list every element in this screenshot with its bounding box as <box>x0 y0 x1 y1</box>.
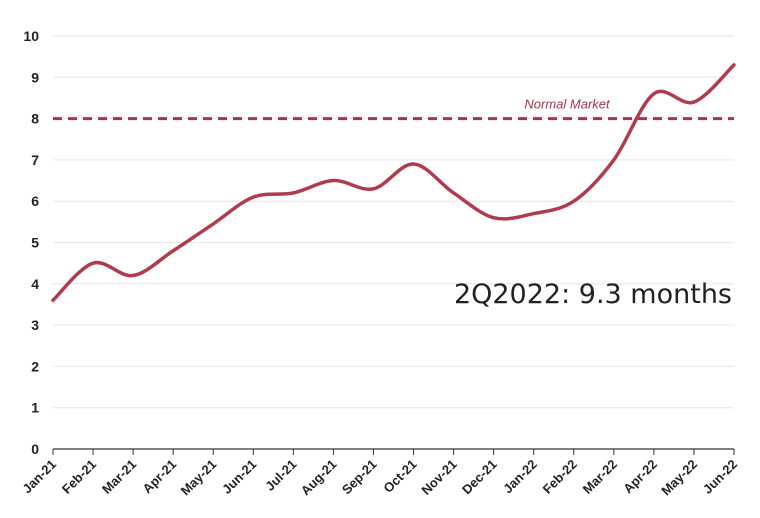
x-tick-label: Dec-21 <box>459 457 500 498</box>
x-tick-label: Nov-21 <box>418 457 459 498</box>
x-tick-label: Apr-21 <box>140 457 180 497</box>
y-tick-label: 5 <box>31 235 39 251</box>
x-tick-label: Feb-22 <box>540 457 580 497</box>
grid-lines <box>53 35 734 409</box>
y-tick-label: 9 <box>31 69 39 85</box>
y-tick-label: 0 <box>31 441 39 457</box>
x-tick-label: Sep-21 <box>339 457 380 498</box>
x-tick-label: May-22 <box>658 457 700 499</box>
y-tick-label: 4 <box>31 276 39 292</box>
x-tick-label: Feb-21 <box>59 457 99 497</box>
x-tick-label: Jan-21 <box>19 457 59 497</box>
x-tick-label: Mar-22 <box>580 457 620 497</box>
x-tick-label: Oct-21 <box>380 457 419 496</box>
y-tick-label: 7 <box>31 152 39 168</box>
headline-annotation: 2Q2022: 9.3 months <box>454 279 732 310</box>
x-tick-label: Jun-22 <box>700 457 740 497</box>
y-axis-ticks: 0 1 2 3 4 5 6 7 8 9 10 <box>23 28 39 457</box>
y-tick-label: 3 <box>31 317 39 333</box>
y-tick-label: 8 <box>31 111 39 127</box>
series-line <box>51 63 736 303</box>
x-tick-label: Apr-22 <box>620 457 660 497</box>
y-tick-label: 1 <box>31 400 39 416</box>
y-tick-label: 10 <box>23 28 39 44</box>
y-tick-label: 6 <box>31 193 39 209</box>
x-tick-label: Jul-21 <box>262 457 299 494</box>
x-tick-label: Jan-22 <box>500 457 540 497</box>
x-tick-label: Aug-21 <box>298 457 340 499</box>
y-tick-label: 2 <box>31 358 39 374</box>
x-tick-label: May-21 <box>178 457 220 499</box>
x-tick-label: Jun-21 <box>219 457 259 497</box>
x-tick-label: Mar-21 <box>99 457 139 497</box>
reference-line-label: Normal Market <box>524 97 611 112</box>
